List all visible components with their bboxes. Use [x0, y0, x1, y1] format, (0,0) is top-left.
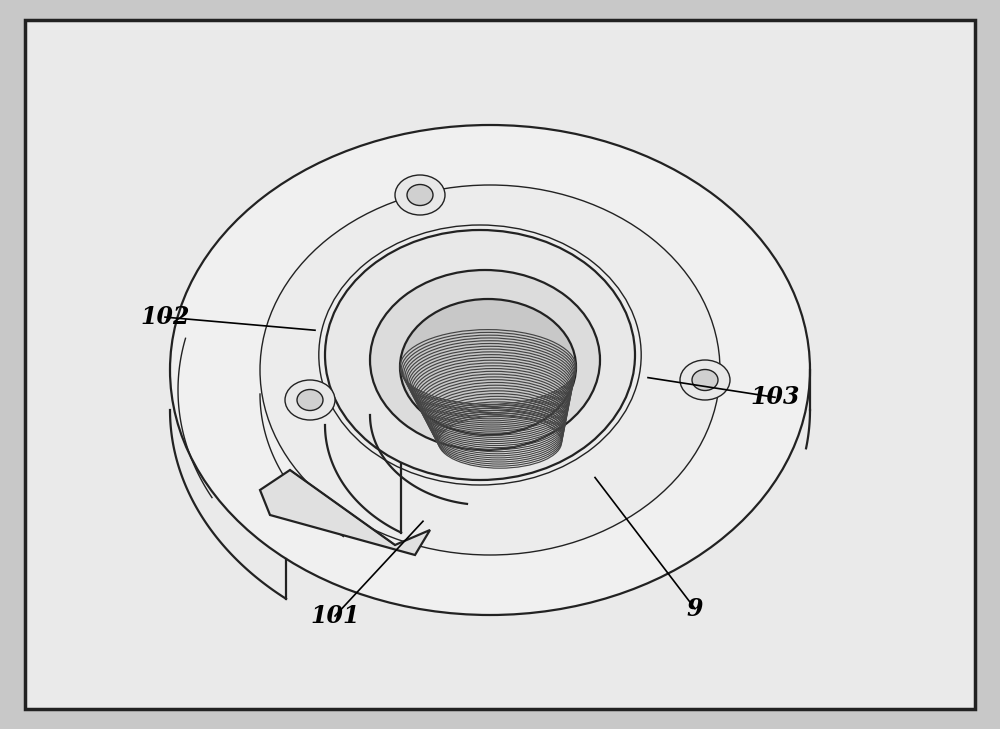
Ellipse shape: [285, 380, 335, 420]
Ellipse shape: [395, 175, 445, 215]
Ellipse shape: [370, 270, 600, 450]
Ellipse shape: [400, 299, 576, 435]
Ellipse shape: [325, 230, 635, 480]
Text: 101: 101: [310, 604, 360, 628]
Ellipse shape: [680, 360, 730, 400]
Ellipse shape: [692, 370, 718, 391]
Ellipse shape: [170, 125, 810, 615]
Ellipse shape: [407, 184, 433, 206]
Polygon shape: [260, 470, 430, 555]
Ellipse shape: [260, 185, 720, 555]
Text: 102: 102: [140, 305, 190, 329]
Text: 103: 103: [750, 386, 800, 409]
Text: 9: 9: [687, 597, 703, 620]
Ellipse shape: [297, 389, 323, 410]
FancyBboxPatch shape: [25, 20, 975, 709]
